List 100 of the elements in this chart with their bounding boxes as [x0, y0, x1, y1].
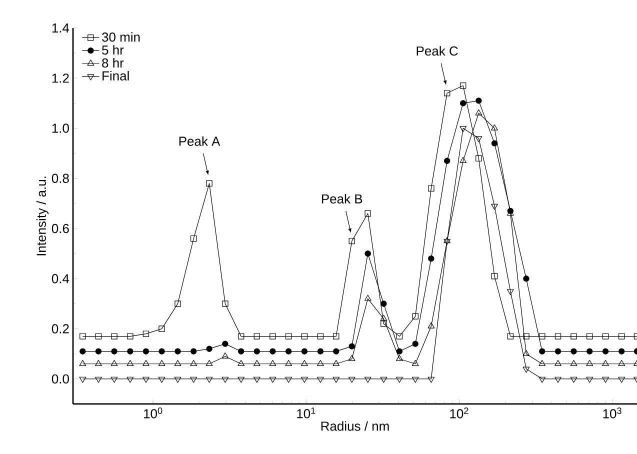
point	[206, 346, 212, 352]
y-tick-label: 1.0	[52, 124, 69, 133]
x-tick-label: 10$^{0}$	[144, 408, 162, 418]
point	[618, 333, 625, 340]
point	[444, 90, 450, 96]
point	[301, 333, 308, 340]
point	[110, 376, 118, 383]
point	[158, 376, 166, 383]
point	[126, 376, 134, 383]
point	[618, 348, 625, 354]
point	[539, 333, 546, 340]
y-tick-label: 1.4	[52, 24, 70, 32]
point	[111, 333, 118, 340]
point	[332, 360, 340, 366]
point	[428, 376, 435, 383]
point	[95, 348, 102, 354]
point	[412, 313, 418, 320]
x-tick-label: 10$^{1}$	[297, 408, 316, 418]
point	[317, 348, 324, 354]
point	[506, 289, 514, 296]
y-tick-label: 0.8	[52, 174, 69, 183]
point	[79, 376, 86, 383]
point	[523, 333, 530, 340]
point	[80, 348, 86, 354]
point	[586, 348, 593, 354]
point	[317, 360, 324, 366]
point	[460, 156, 467, 163]
point	[380, 314, 388, 321]
point	[491, 140, 498, 146]
point	[269, 360, 276, 366]
legend-label: 30 min	[102, 32, 140, 42]
point	[570, 360, 578, 366]
x-tick-label: 10$^{3}$	[603, 408, 622, 418]
point	[428, 256, 434, 262]
point	[206, 180, 212, 187]
point	[333, 333, 340, 340]
annotation: Peak B	[322, 194, 362, 204]
y-tick-label: 0.4	[52, 274, 70, 284]
point	[317, 376, 324, 383]
point	[190, 376, 198, 383]
point	[111, 348, 118, 354]
point	[206, 360, 213, 366]
point	[317, 333, 324, 340]
point	[190, 235, 197, 242]
point	[270, 333, 276, 340]
legend-label: 5 hr	[102, 45, 124, 55]
point	[158, 360, 166, 366]
point	[412, 340, 418, 347]
point	[412, 360, 419, 366]
legend-label: Final	[102, 70, 129, 80]
point	[158, 348, 165, 354]
point	[428, 185, 434, 192]
point	[174, 376, 182, 383]
point	[174, 348, 181, 354]
point	[364, 210, 371, 217]
point	[491, 273, 498, 280]
point	[269, 376, 276, 383]
point	[602, 360, 609, 366]
point	[348, 343, 355, 350]
point	[554, 348, 562, 354]
point	[142, 376, 150, 383]
point	[285, 360, 292, 366]
legend-label: 8 hr	[102, 58, 124, 68]
y-axis-title: Intensity / a.u.	[36, 176, 49, 256]
point	[222, 376, 229, 383]
point	[126, 360, 134, 366]
point	[238, 360, 245, 366]
point	[538, 360, 546, 366]
point	[570, 348, 577, 354]
point	[190, 360, 198, 366]
point	[174, 360, 182, 366]
point	[254, 376, 260, 383]
point	[554, 333, 562, 340]
point	[522, 366, 530, 373]
point	[396, 354, 403, 361]
point	[142, 348, 150, 354]
point	[174, 300, 181, 307]
x-tick-label: 10$^{2}$	[450, 408, 468, 418]
point	[95, 333, 102, 340]
point	[396, 333, 403, 340]
point	[301, 348, 308, 354]
point	[618, 376, 626, 383]
point	[206, 376, 213, 383]
point	[618, 360, 626, 366]
point	[79, 360, 86, 366]
point	[285, 348, 292, 354]
point	[491, 124, 498, 130]
point	[428, 322, 435, 328]
point	[348, 376, 356, 383]
point	[522, 350, 530, 356]
point	[254, 360, 260, 366]
point	[380, 376, 388, 383]
point	[364, 376, 372, 383]
point	[460, 82, 466, 89]
point	[586, 360, 594, 366]
point	[158, 326, 165, 332]
y-tick-label: 1.2	[52, 74, 69, 83]
point	[285, 376, 292, 383]
point	[538, 376, 546, 383]
point	[190, 348, 197, 354]
